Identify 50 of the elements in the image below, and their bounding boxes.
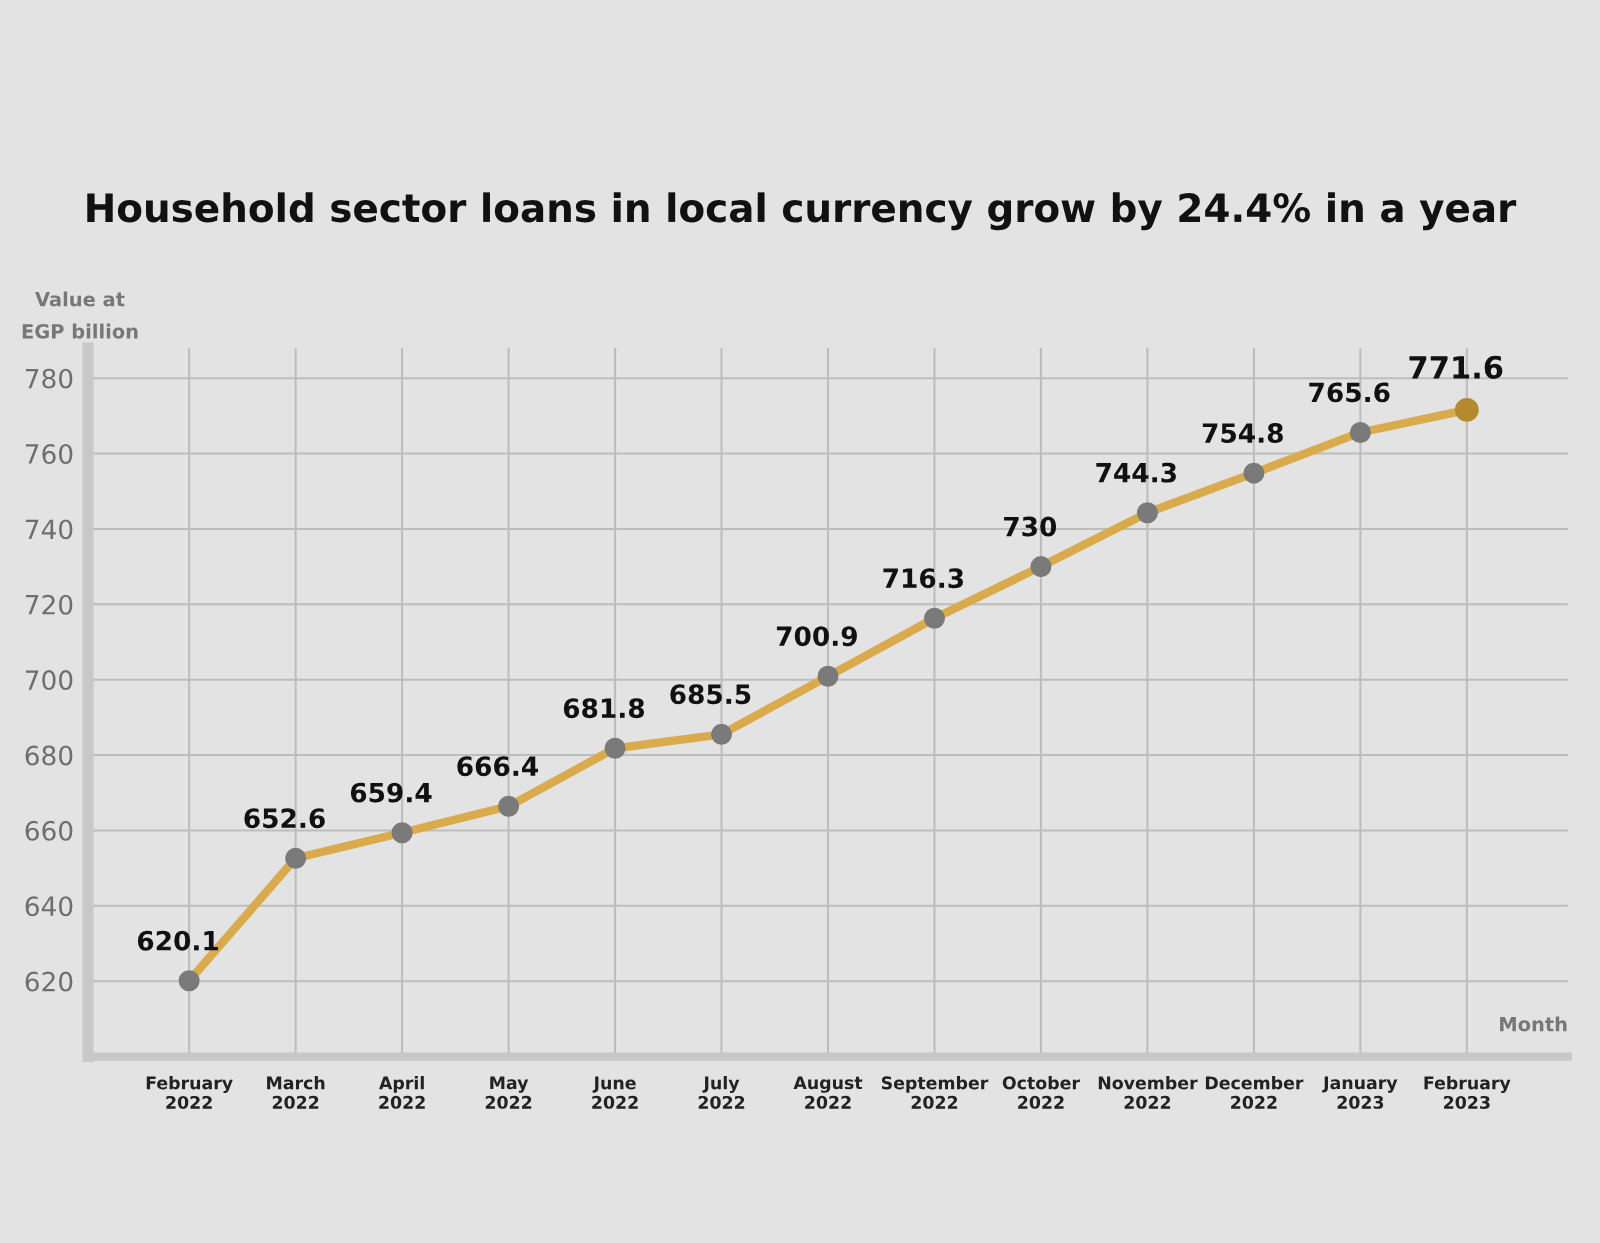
- x-tick-label: April 2022: [379, 1075, 425, 1109]
- y-tick-label: 760: [25, 444, 73, 464]
- point: [604, 737, 626, 759]
- y-tick-label: 680: [25, 745, 73, 766]
- x-tick-label: May 2022: [485, 1076, 532, 1109]
- x-tick-label: February 2022: [146, 1075, 233, 1110]
- y-tick-label: 740: [25, 519, 73, 540]
- data-label: 652.6: [244, 808, 325, 829]
- point: [1349, 421, 1371, 443]
- y-tick-label: 660: [25, 820, 73, 841]
- data-label: 659.4: [350, 782, 432, 803]
- data-label: 685.5: [670, 684, 751, 705]
- data-label: 765.6: [1309, 382, 1390, 403]
- data-label: 716.3: [883, 568, 963, 589]
- data-label: 700.9: [776, 626, 857, 647]
- x-tick-label: December 2022: [1205, 1075, 1304, 1109]
- point: [711, 723, 733, 745]
- point: [923, 607, 945, 629]
- data-label: 620.1: [137, 930, 218, 951]
- point: [391, 822, 413, 844]
- point: [1030, 556, 1052, 578]
- data-label: 681.8: [563, 698, 645, 719]
- chart-title: Household sector loans in local currency grow by 24.4% in a year: [87, 192, 1517, 231]
- x-tick-label: September 2022: [881, 1075, 989, 1109]
- y-tick-label: 620: [25, 971, 73, 992]
- point: [1243, 462, 1265, 484]
- data-label: 754.8: [1202, 423, 1283, 444]
- x-tick-label: July 2022: [698, 1075, 745, 1110]
- x-tick-label: August 2022: [793, 1076, 863, 1109]
- y-tick-label: 700: [25, 670, 73, 691]
- point: [817, 665, 839, 687]
- data-label: 771.6: [1409, 355, 1503, 379]
- point: [178, 970, 200, 992]
- x-tick-label: March 2022: [267, 1075, 325, 1109]
- data-label: 666.4: [457, 756, 538, 777]
- point: [1136, 502, 1158, 524]
- x-tick-label: October 2022: [1002, 1075, 1080, 1109]
- x-tick-label: November 2022: [1098, 1075, 1198, 1109]
- data-label: 730: [1004, 516, 1057, 537]
- data-label: 744.3: [1096, 462, 1176, 483]
- x-tick-label: June 2022: [592, 1076, 638, 1109]
- y-tick-label: 640: [25, 896, 73, 917]
- y-tick-label: 720: [25, 594, 73, 615]
- y-axis-title: Value at EGP billion: [22, 291, 138, 339]
- x-axis-title: Month: [1500, 1016, 1567, 1032]
- point: [285, 847, 307, 869]
- x-tick-label: January 2023: [1322, 1076, 1398, 1109]
- point: [498, 795, 520, 817]
- y-tick-label: 780: [25, 368, 73, 389]
- x-tick-label: February 2023: [1424, 1075, 1511, 1110]
